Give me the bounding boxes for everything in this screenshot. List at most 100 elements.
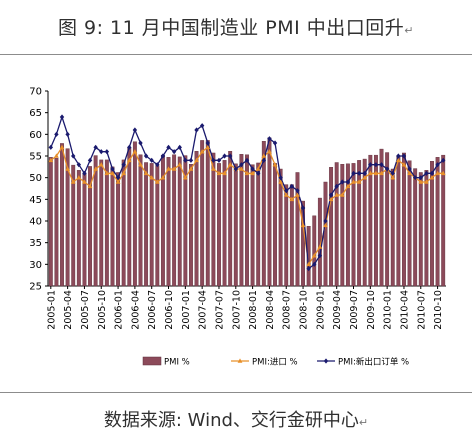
import-point <box>70 179 76 184</box>
export-order-point <box>390 170 395 176</box>
y-tick-label: 35 <box>29 238 42 249</box>
export-order-point <box>261 157 267 163</box>
export-order-point <box>65 131 70 137</box>
import-point <box>222 170 227 176</box>
import-point <box>267 149 272 154</box>
export-order-point <box>93 144 98 150</box>
x-tick-label: 2005-10 <box>97 290 108 330</box>
export-order-point <box>227 153 233 159</box>
export-order-point <box>328 192 334 198</box>
x-tick-label: 2009-01 <box>315 290 326 330</box>
y-tick-label: 30 <box>29 260 42 271</box>
export-order-point <box>440 157 446 163</box>
legend-marker <box>323 358 329 364</box>
pmi-bar <box>233 163 238 287</box>
y-tick-label: 65 <box>29 108 42 119</box>
pmi-bar <box>127 147 132 287</box>
pmi-bar <box>88 166 92 287</box>
pmi-bar <box>390 168 395 287</box>
import-point <box>379 170 384 176</box>
pmi-bar <box>211 152 216 287</box>
export-order-point <box>368 162 373 168</box>
pmi-bar <box>256 162 261 287</box>
import-point <box>311 253 317 258</box>
import-point <box>238 166 244 171</box>
export-order-point <box>222 153 227 159</box>
x-tick-label: 2007-10 <box>231 290 242 330</box>
export-order-point <box>216 157 222 163</box>
x-tick-label: 2007-04 <box>198 290 209 330</box>
import-point <box>87 183 93 189</box>
export-order-point <box>199 123 205 129</box>
export-order-point <box>233 166 238 172</box>
import-point <box>76 175 82 180</box>
import-point <box>255 166 261 171</box>
import-point <box>334 192 340 197</box>
import-point <box>54 153 59 158</box>
export-order-point <box>267 136 272 142</box>
pmi-bar <box>323 181 328 287</box>
pmi-chart: 25 30 35 40 45 50 55 60 65 70 2005-01 2005-04 2005-0… <box>29 87 446 368</box>
x-tick-label: 2009-04 <box>332 290 343 330</box>
import-point <box>323 222 328 228</box>
pmi-bar <box>424 170 429 287</box>
import-point <box>48 157 54 163</box>
import-point <box>423 179 429 184</box>
pmi-bar <box>99 159 104 287</box>
export-order-point <box>138 140 143 146</box>
pmi-bar <box>418 172 423 287</box>
import-point <box>261 153 267 158</box>
paragraph-mark: ↵ <box>358 416 369 429</box>
pmi-bar <box>379 148 384 287</box>
export-order-point <box>54 131 59 137</box>
y-tick-label: 55 <box>29 152 42 163</box>
import-point <box>306 261 312 267</box>
pmi-bar <box>312 215 317 287</box>
x-tick-label: 2008-01 <box>248 290 259 330</box>
y-tick-label: 45 <box>29 195 42 206</box>
import-point <box>132 149 138 154</box>
pmi-bar <box>261 141 266 287</box>
x-tick-label: 2008-10 <box>299 290 310 330</box>
export-order-point <box>362 170 367 176</box>
pmi-bar <box>278 168 283 287</box>
import-point <box>395 157 401 163</box>
import-point <box>351 179 356 184</box>
export-order-point <box>379 162 384 168</box>
pmi-bar <box>144 162 149 287</box>
import-point <box>435 170 440 176</box>
pmi-bar <box>441 154 446 287</box>
import-point <box>278 179 284 184</box>
import-point <box>138 162 143 167</box>
export-order-point <box>132 127 138 133</box>
y-tick-label: 25 <box>29 282 42 293</box>
pmi-bar <box>93 155 98 287</box>
export-order-point <box>323 218 328 224</box>
export-order-point <box>82 170 87 176</box>
export-order-point <box>424 170 429 176</box>
import-point <box>188 166 194 171</box>
pmi-bar <box>334 162 339 287</box>
import-point <box>171 166 177 171</box>
export-order-point <box>278 175 283 181</box>
export-order-point <box>110 166 115 172</box>
x-tick-label: 2008-04 <box>265 290 276 330</box>
y-tick-label: 60 <box>29 130 42 141</box>
pmi-bar <box>284 184 289 287</box>
import-point <box>407 170 412 176</box>
pmi-bar <box>194 151 199 287</box>
x-tick-label: 2005-07 <box>80 290 91 330</box>
legend-label: PMI:新出口订单 % <box>338 357 409 368</box>
export-order-point <box>59 114 65 120</box>
import-point <box>199 149 205 154</box>
pmi-bar <box>177 156 182 287</box>
legend-label: PMI:进口 % <box>252 358 298 368</box>
export-order-point <box>396 153 401 159</box>
export-order-point <box>71 153 76 159</box>
import-point <box>283 192 289 197</box>
export-order-point <box>250 166 255 172</box>
export-order-point <box>256 170 261 176</box>
export-order-point <box>121 162 126 168</box>
export-order-point <box>155 162 160 168</box>
pmi-bar <box>228 151 233 287</box>
